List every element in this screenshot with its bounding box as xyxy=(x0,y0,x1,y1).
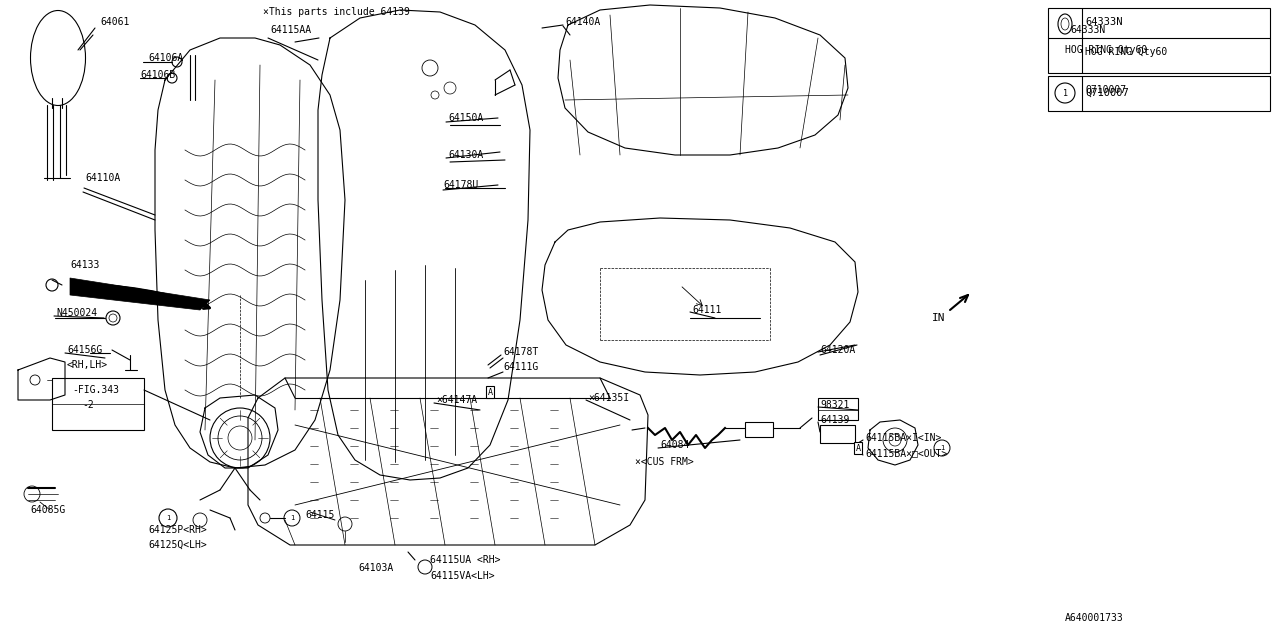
Ellipse shape xyxy=(1061,18,1069,30)
Circle shape xyxy=(883,428,908,452)
Text: ×64147A: ×64147A xyxy=(436,395,477,405)
Text: 64111: 64111 xyxy=(692,305,722,315)
Bar xyxy=(745,422,773,437)
Text: 64139: 64139 xyxy=(820,415,850,425)
Text: 1: 1 xyxy=(289,515,294,521)
Text: Q710007: Q710007 xyxy=(1085,85,1126,95)
Circle shape xyxy=(172,57,182,67)
Text: 64333N: 64333N xyxy=(1085,17,1123,27)
Text: 64103A: 64103A xyxy=(358,563,393,573)
Text: ×64135I: ×64135I xyxy=(588,393,630,403)
Circle shape xyxy=(1055,83,1075,103)
Polygon shape xyxy=(70,278,210,310)
Text: 64106B: 64106B xyxy=(140,70,175,80)
Circle shape xyxy=(934,440,950,456)
Text: HOG RING Qty60: HOG RING Qty60 xyxy=(1085,47,1167,57)
Text: 98321: 98321 xyxy=(820,400,850,410)
Bar xyxy=(1048,8,1270,73)
Text: 64150A: 64150A xyxy=(448,113,484,123)
Text: 64125P<RH>: 64125P<RH> xyxy=(148,525,207,535)
Text: 64115BA×I<IN>: 64115BA×I<IN> xyxy=(865,433,941,443)
Circle shape xyxy=(260,513,270,523)
Text: 64061: 64061 xyxy=(100,17,129,27)
Text: 1: 1 xyxy=(940,445,945,451)
Circle shape xyxy=(166,73,177,83)
Circle shape xyxy=(109,314,116,322)
Text: 64156G: 64156G xyxy=(67,345,102,355)
Text: 64106A: 64106A xyxy=(148,53,183,63)
Circle shape xyxy=(444,82,456,94)
Text: ×<CUS FRM>: ×<CUS FRM> xyxy=(635,457,694,467)
Circle shape xyxy=(193,513,207,527)
Text: <RH,LH>: <RH,LH> xyxy=(67,360,108,370)
Text: A: A xyxy=(855,444,860,452)
Text: 64133: 64133 xyxy=(70,260,100,270)
Circle shape xyxy=(159,509,177,527)
Circle shape xyxy=(210,408,270,468)
Text: 64130A: 64130A xyxy=(448,150,484,160)
Text: 64333N: 64333N xyxy=(1070,25,1105,35)
Bar xyxy=(52,378,145,430)
Circle shape xyxy=(284,510,300,526)
Text: 1: 1 xyxy=(1062,88,1068,97)
Circle shape xyxy=(419,560,433,574)
Text: 64115: 64115 xyxy=(305,510,334,520)
Bar xyxy=(1048,76,1270,111)
Text: IN: IN xyxy=(932,313,946,323)
Text: Q710007: Q710007 xyxy=(1085,88,1129,98)
Circle shape xyxy=(24,486,40,502)
Text: 64084: 64084 xyxy=(660,440,690,450)
Text: 64120A: 64120A xyxy=(820,345,855,355)
Circle shape xyxy=(228,426,252,450)
Text: 64110A: 64110A xyxy=(84,173,120,183)
Text: 64085G: 64085G xyxy=(29,505,65,515)
Text: A640001733: A640001733 xyxy=(1065,613,1124,623)
Circle shape xyxy=(338,517,352,531)
Circle shape xyxy=(890,434,901,446)
Circle shape xyxy=(422,60,438,76)
Text: 64111G: 64111G xyxy=(503,362,539,372)
Text: A: A xyxy=(488,387,493,397)
Text: 64115VA<LH>: 64115VA<LH> xyxy=(430,571,494,581)
Ellipse shape xyxy=(31,10,86,106)
Circle shape xyxy=(46,279,58,291)
Text: -FIG.343: -FIG.343 xyxy=(72,385,119,395)
Bar xyxy=(818,398,858,420)
Circle shape xyxy=(218,416,262,460)
Circle shape xyxy=(29,375,40,385)
Text: 64178T: 64178T xyxy=(503,347,539,357)
Text: 64115UA <RH>: 64115UA <RH> xyxy=(430,555,500,565)
Text: 64125Q<LH>: 64125Q<LH> xyxy=(148,540,207,550)
Text: N450024: N450024 xyxy=(56,308,97,318)
Bar xyxy=(820,425,855,443)
Text: 64115BA×□<OUT>: 64115BA×□<OUT> xyxy=(865,448,947,458)
Text: -2: -2 xyxy=(82,400,93,410)
Text: HOG RING Qty60: HOG RING Qty60 xyxy=(1065,45,1147,55)
Text: 64178U: 64178U xyxy=(443,180,479,190)
Text: 64140A: 64140A xyxy=(564,17,600,27)
Ellipse shape xyxy=(1059,14,1073,34)
Text: ×This parts include 64139: ×This parts include 64139 xyxy=(262,7,410,17)
Text: 64115AA: 64115AA xyxy=(270,25,311,35)
Circle shape xyxy=(431,91,439,99)
Text: 1: 1 xyxy=(166,515,170,521)
Circle shape xyxy=(106,311,120,325)
